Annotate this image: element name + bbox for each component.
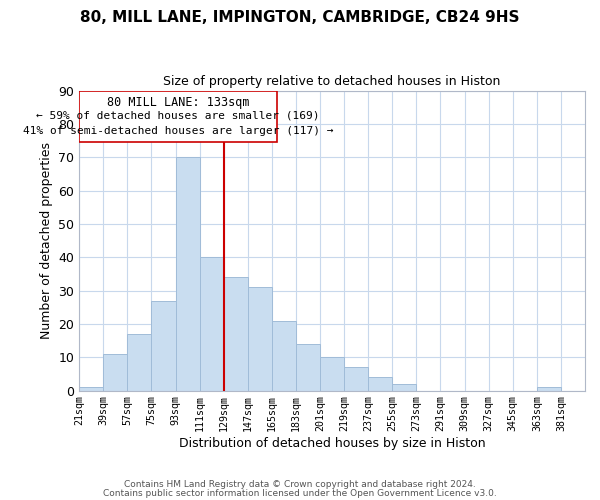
Text: 41% of semi-detached houses are larger (117) →: 41% of semi-detached houses are larger (… [23,126,334,136]
Bar [200,257,224,390]
Y-axis label: Number of detached properties: Number of detached properties [40,142,53,339]
Bar [224,277,248,390]
Text: ← 59% of detached houses are smaller (169): ← 59% of detached houses are smaller (16… [37,110,320,120]
Text: Contains HM Land Registry data © Crown copyright and database right 2024.: Contains HM Land Registry data © Crown c… [124,480,476,489]
Bar [248,287,272,391]
Text: 80, MILL LANE, IMPINGTON, CAMBRIDGE, CB24 9HS: 80, MILL LANE, IMPINGTON, CAMBRIDGE, CB2… [80,10,520,25]
Bar [296,344,320,391]
Text: 80 MILL LANE: 133sqm: 80 MILL LANE: 133sqm [107,96,250,108]
Bar [537,387,561,390]
Bar [103,354,127,391]
Bar [79,387,103,390]
Bar [151,300,176,390]
Bar [344,367,368,390]
Bar [320,357,344,390]
Bar [272,320,296,390]
FancyBboxPatch shape [79,90,277,142]
Text: Contains public sector information licensed under the Open Government Licence v3: Contains public sector information licen… [103,488,497,498]
Title: Size of property relative to detached houses in Histon: Size of property relative to detached ho… [163,75,501,88]
Bar [176,157,200,390]
X-axis label: Distribution of detached houses by size in Histon: Distribution of detached houses by size … [179,437,485,450]
Bar [392,384,416,390]
Bar [127,334,151,390]
Bar [368,377,392,390]
